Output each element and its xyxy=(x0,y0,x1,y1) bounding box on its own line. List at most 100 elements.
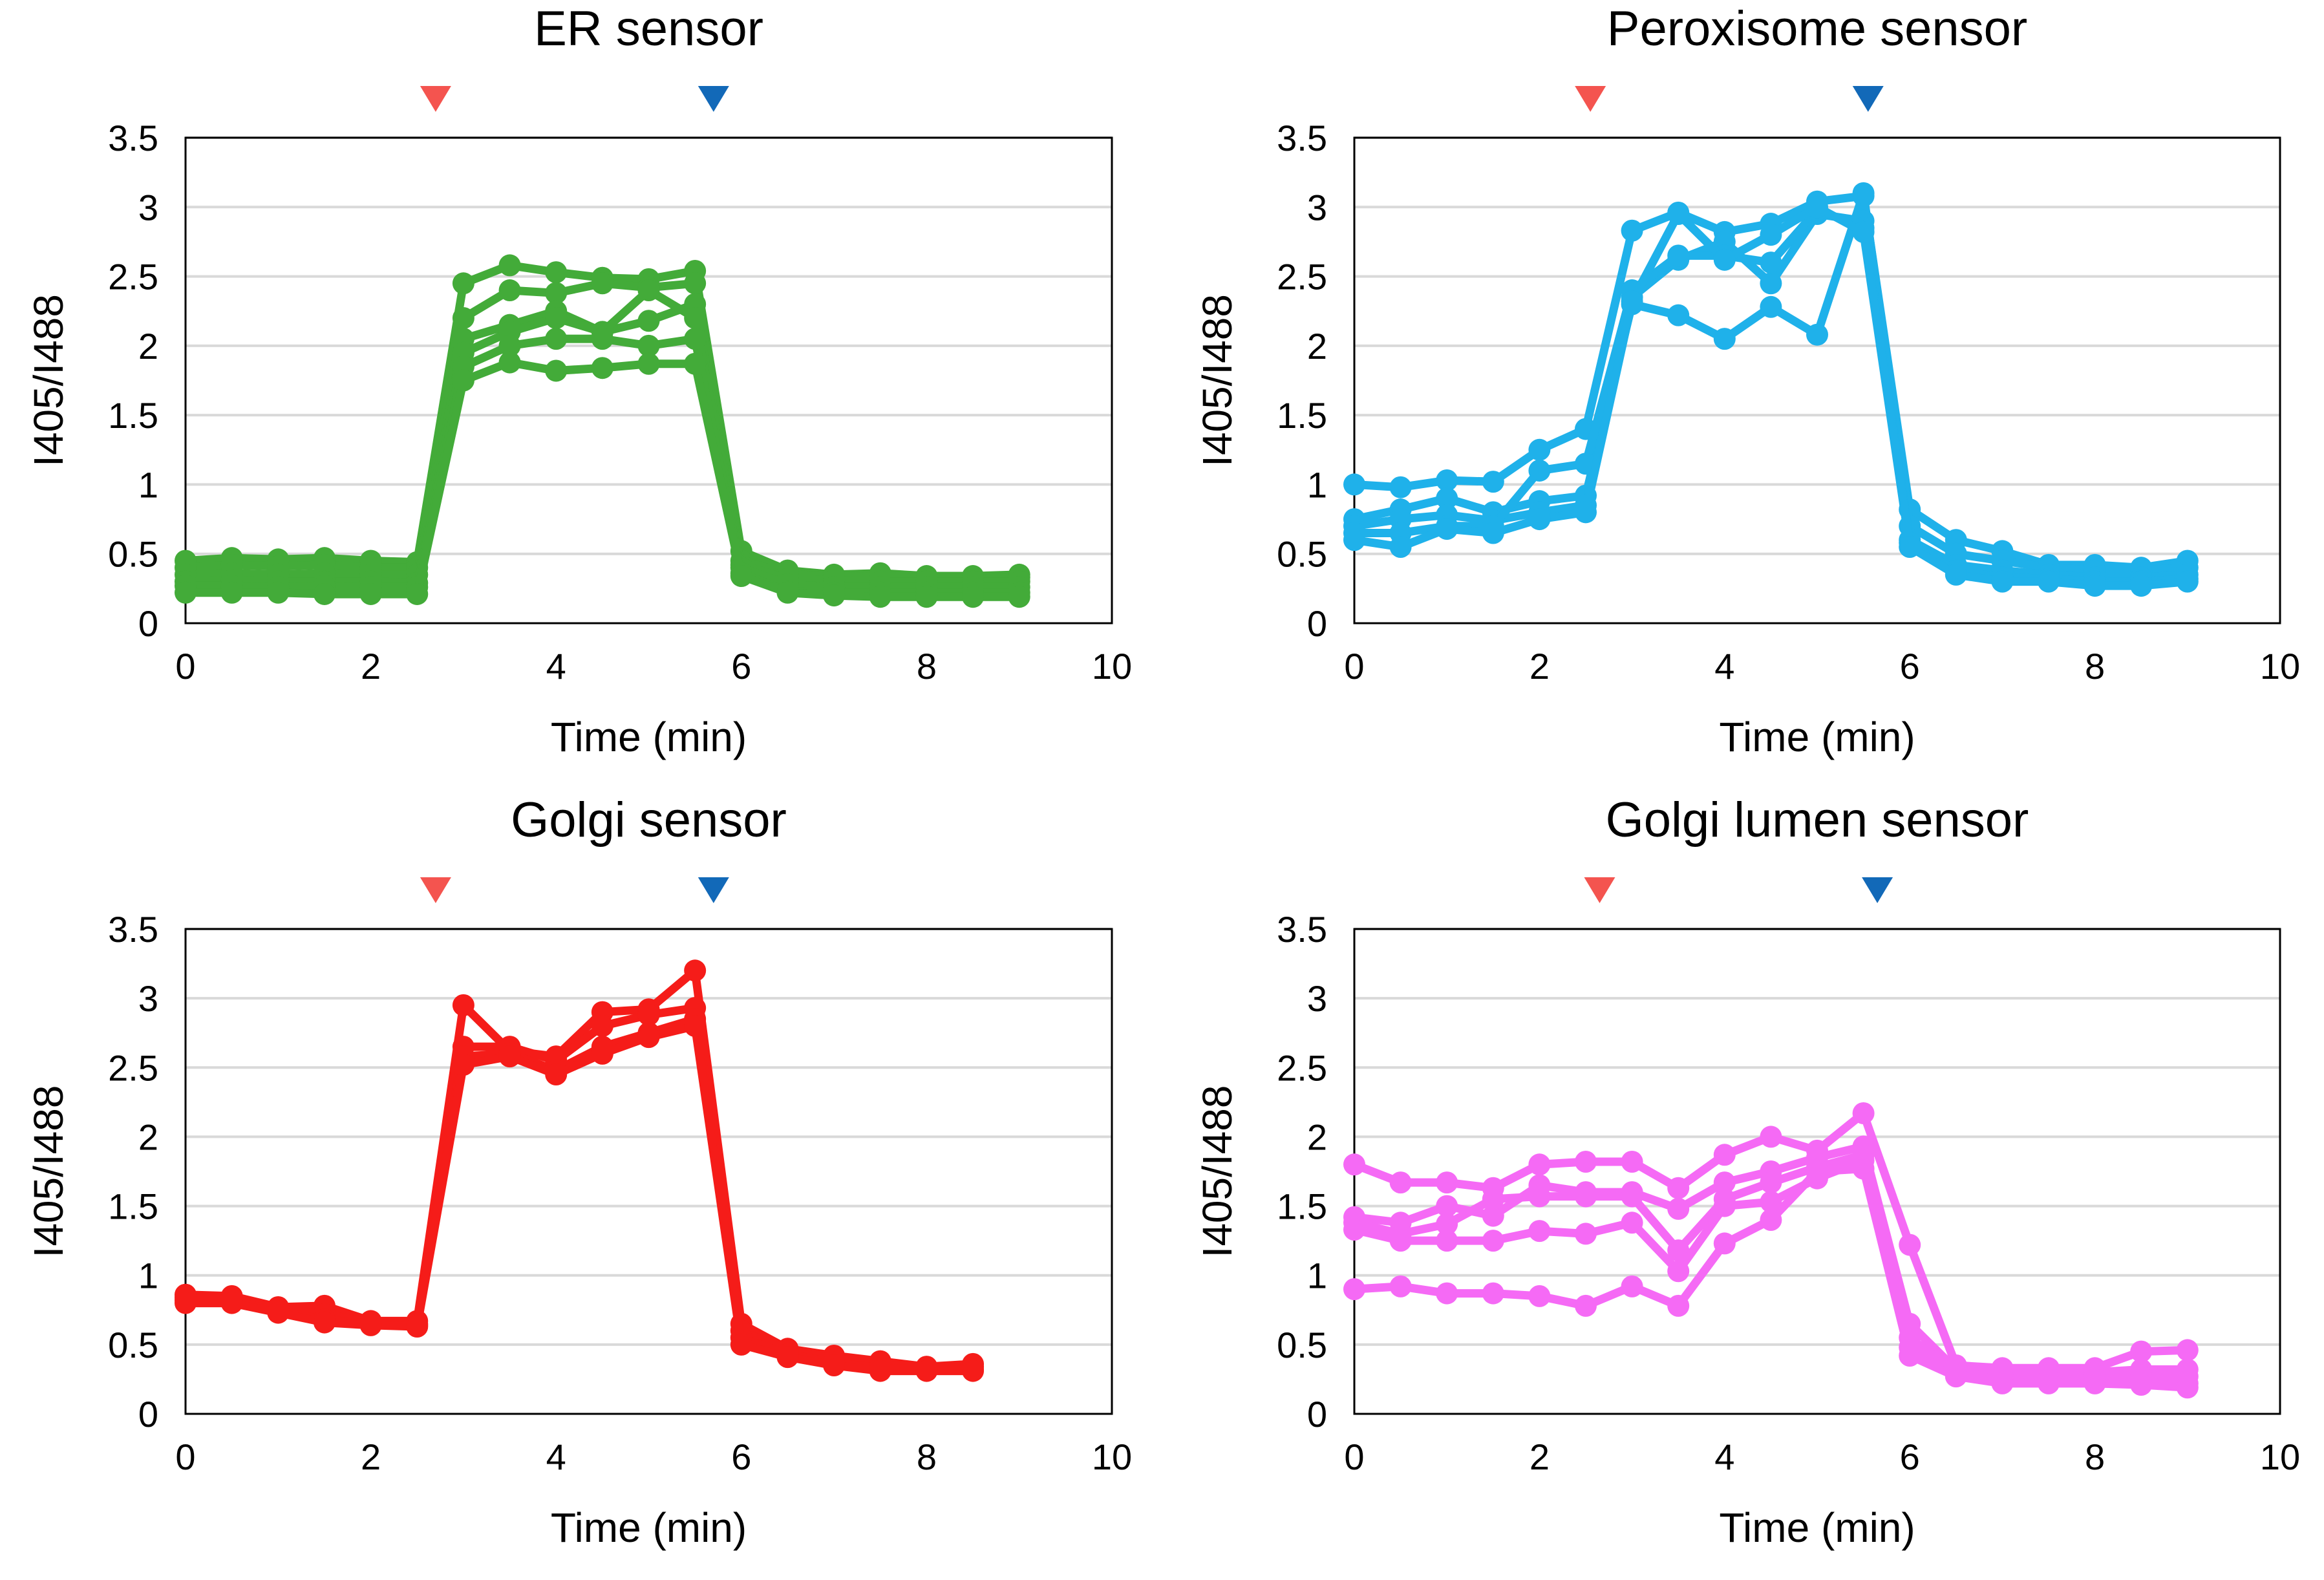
data-point xyxy=(313,582,336,605)
y-tick-label: 3.5 xyxy=(108,118,158,158)
data-point xyxy=(637,334,660,357)
data-point xyxy=(498,334,521,357)
data-point xyxy=(1667,1294,1690,1317)
y-tick-label: 2.5 xyxy=(108,1047,158,1088)
data-point xyxy=(545,261,568,284)
data-point xyxy=(1806,1160,1828,1182)
data-point xyxy=(1713,248,1736,271)
data-point xyxy=(2084,1372,2106,1394)
y-tick-label: 2.5 xyxy=(1277,1047,1327,1088)
y-tick-label: 0 xyxy=(138,603,158,644)
data-point xyxy=(452,369,474,392)
data-point xyxy=(545,359,568,382)
x-tick-label: 2 xyxy=(1530,1436,1550,1477)
treatment-2-marker xyxy=(698,86,729,112)
data-point xyxy=(1389,476,1412,498)
data-point xyxy=(1899,1345,1921,1367)
x-tick-label: 6 xyxy=(731,646,751,687)
data-point xyxy=(2176,570,2199,593)
data-point xyxy=(1667,1197,1690,1220)
data-point xyxy=(1760,1126,1782,1148)
data-point xyxy=(1667,1177,1690,1199)
data-point xyxy=(1436,487,1458,509)
x-tick-label: 4 xyxy=(1714,646,1734,687)
data-point xyxy=(1713,1144,1736,1166)
data-point xyxy=(1436,1171,1458,1194)
series-line xyxy=(181,261,1024,581)
y-tick-label: 0.5 xyxy=(108,1325,158,1365)
data-point xyxy=(1621,1275,1643,1297)
data-point xyxy=(267,581,290,604)
data-point xyxy=(1482,522,1504,544)
data-point xyxy=(1760,272,1782,295)
series-line xyxy=(181,966,977,1371)
data-point xyxy=(1713,1232,1736,1255)
plot-frame xyxy=(1353,136,2281,625)
series-2 xyxy=(175,272,1030,590)
plot-frame xyxy=(184,928,1113,1415)
data-point xyxy=(498,254,521,277)
data-point xyxy=(359,1314,382,1336)
data-point xyxy=(2176,1339,2199,1361)
y-tick-label: 2 xyxy=(138,326,158,367)
data-point xyxy=(1528,1285,1551,1307)
data-point xyxy=(406,1316,429,1338)
x-tick-label: 0 xyxy=(1344,646,1364,687)
x-axis-title: Time (min) xyxy=(1719,714,1915,760)
y-tick-label: 1.5 xyxy=(1277,395,1327,436)
x-tick-label: 6 xyxy=(1900,646,1920,687)
data-point xyxy=(684,1015,707,1037)
data-point xyxy=(730,565,752,588)
data-point xyxy=(1667,203,1690,226)
data-point xyxy=(1667,244,1690,267)
y-tick-label: 2 xyxy=(138,1116,158,1157)
x-tick-label: 10 xyxy=(1092,1436,1132,1477)
data-point xyxy=(1575,1185,1597,1208)
data-point xyxy=(1528,1220,1551,1243)
data-point xyxy=(452,1054,474,1076)
x-tick-label: 6 xyxy=(1900,1436,1920,1477)
treatment-2-marker xyxy=(1862,877,1893,903)
data-point xyxy=(869,586,891,608)
data-point xyxy=(1528,1153,1551,1176)
chart-title: Golgi lumen sensor xyxy=(1606,793,2029,848)
data-point xyxy=(1482,1188,1504,1210)
data-point xyxy=(1852,1157,1875,1180)
data-point xyxy=(1528,1185,1551,1208)
series-6 xyxy=(175,351,1030,608)
data-point xyxy=(498,351,521,374)
series-4 xyxy=(175,279,1030,599)
data-point xyxy=(637,279,660,302)
data-point xyxy=(776,1346,799,1369)
data-point xyxy=(1945,1365,1967,1388)
y-tick-label: 1 xyxy=(1307,1255,1327,1296)
data-point xyxy=(962,586,985,608)
data-point xyxy=(684,328,707,350)
data-point xyxy=(1806,323,1828,346)
y-tick-label: 0 xyxy=(1307,603,1327,644)
data-point xyxy=(776,581,799,604)
data-point xyxy=(1713,328,1736,350)
treatment-1-marker xyxy=(1575,86,1606,112)
data-point xyxy=(591,328,613,350)
y-tick-label: 2.5 xyxy=(1277,257,1327,297)
data-point xyxy=(1945,563,1967,586)
y-tick-label: 2 xyxy=(1307,1116,1327,1157)
x-tick-label: 8 xyxy=(2085,1436,2105,1477)
y-tick-label: 3 xyxy=(138,978,158,1019)
chart-2: Peroxisome sensor 0 0.5 1 1.5 2 2.5 3 3.5 0 2 4 6 8 10… xyxy=(1194,1,2300,760)
data-point xyxy=(869,1360,891,1382)
data-point xyxy=(452,272,474,295)
data-point xyxy=(175,581,197,604)
data-point xyxy=(1760,1171,1782,1194)
data-point xyxy=(1482,1204,1504,1227)
chart-title: Peroxisome sensor xyxy=(1607,1,2028,56)
x-tick-label: 0 xyxy=(1344,1436,1364,1477)
y-tick-label: 3.5 xyxy=(1277,909,1327,950)
x-tick-label: 2 xyxy=(361,1436,381,1477)
y-axis-title: I405/I488 xyxy=(25,1085,72,1258)
plot-frame xyxy=(184,136,1113,625)
x-tick-label: 0 xyxy=(175,1436,195,1477)
y-tick-label: 0.5 xyxy=(108,534,158,575)
data-point xyxy=(2176,1376,2199,1399)
